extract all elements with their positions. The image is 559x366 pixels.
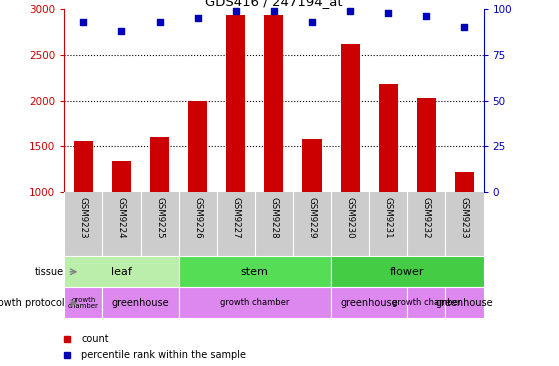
Text: stem: stem (241, 267, 269, 277)
Bar (379, 84, 398, 192)
Point (460, 25, 469, 30)
Bar (188, 101, 207, 192)
Text: GSM9227: GSM9227 (231, 197, 240, 239)
Point (193, 15, 202, 21)
Title: GDS416 / 247194_at: GDS416 / 247194_at (205, 0, 343, 8)
Text: GSM9225: GSM9225 (155, 197, 164, 239)
Point (79, 19, 88, 25)
Bar (455, 172, 474, 192)
Text: percentile rank within the sample: percentile rank within the sample (81, 350, 246, 360)
Text: growth
chamber: growth chamber (68, 297, 99, 309)
Text: greenhouse: greenhouse (435, 298, 493, 308)
Text: GSM9232: GSM9232 (422, 197, 431, 239)
Bar (112, 161, 131, 192)
Bar (102, 287, 179, 318)
Text: GSM9224: GSM9224 (117, 197, 126, 239)
Text: GSM9223: GSM9223 (79, 197, 88, 239)
Point (155, 19, 164, 25)
Text: growth protocol: growth protocol (0, 298, 64, 308)
Bar (408, 287, 446, 318)
Text: leaf: leaf (111, 267, 132, 277)
Point (269, 8, 278, 14)
Bar (417, 98, 436, 192)
Bar (74, 141, 93, 192)
Point (422, 14, 431, 19)
Bar (331, 287, 408, 318)
Bar (179, 256, 331, 287)
Point (231, 8, 240, 14)
Text: GSM9229: GSM9229 (307, 197, 316, 239)
Text: growth chamber: growth chamber (392, 298, 461, 307)
Text: GSM9230: GSM9230 (345, 197, 354, 239)
Text: GSM9226: GSM9226 (193, 197, 202, 239)
Text: GSM9231: GSM9231 (383, 197, 393, 239)
Point (384, 10, 393, 16)
Text: tissue: tissue (35, 267, 64, 277)
Text: GSM9228: GSM9228 (269, 197, 278, 239)
Bar (340, 44, 359, 192)
Bar (226, 15, 245, 192)
Bar (150, 137, 169, 192)
Point (307, 19, 316, 25)
Bar (302, 139, 321, 192)
Bar (64, 256, 179, 287)
Bar (331, 256, 484, 287)
Bar (264, 15, 283, 192)
Text: greenhouse: greenhouse (340, 298, 398, 308)
Point (345, 8, 354, 14)
Text: count: count (81, 333, 108, 344)
Bar (179, 287, 331, 318)
Bar (446, 287, 484, 318)
Point (117, 28, 126, 34)
Text: greenhouse: greenhouse (112, 298, 169, 308)
Bar (64, 287, 102, 318)
Text: flower: flower (390, 267, 424, 277)
Text: GSM9233: GSM9233 (460, 197, 469, 239)
Text: growth chamber: growth chamber (220, 298, 290, 307)
